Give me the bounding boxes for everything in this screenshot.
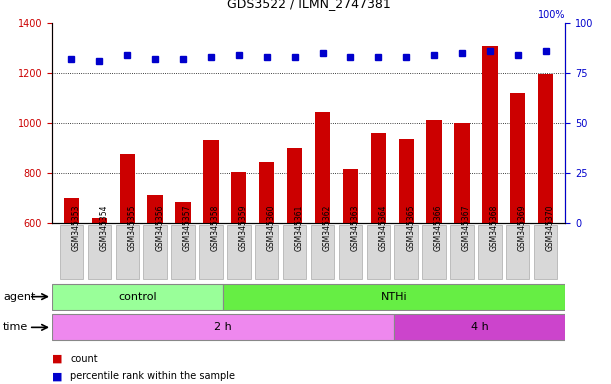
Text: GSM345370: GSM345370 bbox=[546, 204, 555, 251]
FancyBboxPatch shape bbox=[87, 225, 111, 279]
FancyBboxPatch shape bbox=[338, 225, 362, 279]
Text: GSM345355: GSM345355 bbox=[127, 204, 136, 251]
Text: GSM345354: GSM345354 bbox=[100, 204, 108, 251]
Bar bbox=[482, 45, 497, 223]
Text: control: control bbox=[118, 291, 157, 302]
Text: GSM345360: GSM345360 bbox=[267, 204, 276, 251]
Text: GSM345369: GSM345369 bbox=[518, 204, 527, 251]
FancyBboxPatch shape bbox=[422, 225, 446, 279]
Text: 2 h: 2 h bbox=[214, 322, 232, 333]
Bar bbox=[64, 198, 79, 223]
Bar bbox=[120, 154, 135, 223]
Bar bbox=[398, 139, 414, 223]
FancyBboxPatch shape bbox=[52, 284, 223, 310]
Bar bbox=[147, 195, 163, 223]
Bar bbox=[455, 123, 470, 223]
Text: percentile rank within the sample: percentile rank within the sample bbox=[70, 371, 235, 381]
FancyBboxPatch shape bbox=[171, 225, 195, 279]
Text: GSM345361: GSM345361 bbox=[295, 204, 304, 250]
Bar bbox=[510, 93, 525, 223]
Bar bbox=[175, 202, 191, 223]
Text: GSM345365: GSM345365 bbox=[406, 204, 415, 251]
FancyBboxPatch shape bbox=[534, 225, 557, 279]
Text: GSM345357: GSM345357 bbox=[183, 204, 192, 251]
FancyBboxPatch shape bbox=[227, 225, 251, 279]
FancyBboxPatch shape bbox=[395, 225, 418, 279]
Text: GSM345353: GSM345353 bbox=[71, 204, 81, 251]
Bar bbox=[92, 218, 107, 223]
Text: time: time bbox=[3, 322, 28, 333]
Text: GSM345364: GSM345364 bbox=[378, 204, 387, 251]
FancyBboxPatch shape bbox=[255, 225, 279, 279]
Bar bbox=[538, 74, 554, 223]
Text: GSM345359: GSM345359 bbox=[239, 204, 248, 251]
FancyBboxPatch shape bbox=[506, 225, 530, 279]
FancyBboxPatch shape bbox=[450, 225, 474, 279]
Text: ■: ■ bbox=[52, 371, 62, 381]
FancyBboxPatch shape bbox=[144, 225, 167, 279]
FancyBboxPatch shape bbox=[478, 225, 502, 279]
Text: 100%: 100% bbox=[538, 10, 565, 20]
Text: GSM345368: GSM345368 bbox=[490, 204, 499, 250]
Text: agent: agent bbox=[3, 291, 35, 302]
FancyBboxPatch shape bbox=[223, 284, 565, 310]
FancyBboxPatch shape bbox=[283, 225, 306, 279]
FancyBboxPatch shape bbox=[367, 225, 390, 279]
FancyBboxPatch shape bbox=[52, 314, 394, 340]
Text: GDS3522 / ILMN_2747381: GDS3522 / ILMN_2747381 bbox=[227, 0, 390, 10]
Text: 4 h: 4 h bbox=[470, 322, 489, 333]
Bar bbox=[343, 169, 358, 223]
Text: GSM345363: GSM345363 bbox=[350, 204, 359, 251]
Bar bbox=[426, 120, 442, 223]
Text: GSM345356: GSM345356 bbox=[155, 204, 164, 251]
Bar bbox=[315, 112, 330, 223]
Text: ■: ■ bbox=[52, 354, 62, 364]
FancyBboxPatch shape bbox=[60, 225, 83, 279]
Bar bbox=[259, 162, 274, 223]
Text: GSM345358: GSM345358 bbox=[211, 204, 220, 250]
FancyBboxPatch shape bbox=[199, 225, 222, 279]
Text: GSM345362: GSM345362 bbox=[323, 204, 332, 250]
Bar bbox=[231, 172, 246, 223]
Text: GSM345367: GSM345367 bbox=[462, 204, 471, 251]
Bar bbox=[371, 133, 386, 223]
Text: GSM345366: GSM345366 bbox=[434, 204, 443, 251]
FancyBboxPatch shape bbox=[311, 225, 334, 279]
Bar bbox=[203, 140, 219, 223]
Bar bbox=[287, 148, 302, 223]
FancyBboxPatch shape bbox=[115, 225, 139, 279]
Text: NTHi: NTHi bbox=[381, 291, 408, 302]
FancyBboxPatch shape bbox=[394, 314, 565, 340]
Text: count: count bbox=[70, 354, 98, 364]
